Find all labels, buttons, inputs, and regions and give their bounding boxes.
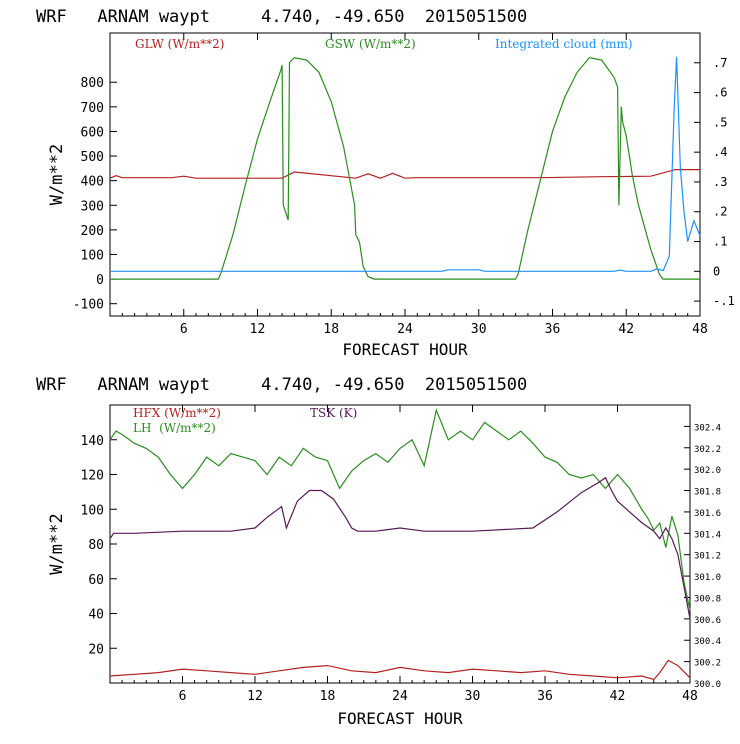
legend-entry: HFX (W/m**2) bbox=[133, 406, 221, 420]
series-line-glw bbox=[109, 169, 700, 179]
series-line-hfx bbox=[109, 659, 691, 681]
y-tick-label: 200 bbox=[81, 224, 104, 239]
y2-tick-label: .2 bbox=[713, 205, 727, 219]
x-tick-label: 24 bbox=[397, 322, 413, 337]
y-tick-label: 60 bbox=[88, 573, 104, 588]
y-tick-label: 600 bbox=[81, 125, 104, 140]
y2-tick-label: 300.6 bbox=[694, 616, 721, 626]
y-tick-label: 100 bbox=[81, 248, 104, 263]
y-tick-label: 80 bbox=[88, 538, 104, 553]
x-tick-label: 12 bbox=[247, 689, 263, 704]
series-line-lh bbox=[109, 408, 691, 611]
x-tick-label: 30 bbox=[465, 689, 481, 704]
legend-entry: TSK (K) bbox=[310, 406, 357, 420]
legend-entry: Integrated cloud (mm) bbox=[495, 37, 633, 51]
y-tick-label: 100 bbox=[81, 503, 104, 518]
x-tick-label: 18 bbox=[323, 322, 339, 337]
legend-entry: GSW (W/m**2) bbox=[325, 37, 416, 51]
legend-entry: LH (W/m**2) bbox=[133, 421, 216, 435]
y2-tick-label: 0 bbox=[713, 264, 720, 278]
y2-tick-label: 302.2 bbox=[694, 445, 721, 455]
x-tick-label: 48 bbox=[682, 689, 698, 704]
y-tick-label: 800 bbox=[81, 76, 104, 91]
y2-tick-label: -.1 bbox=[713, 294, 735, 308]
y2-tick-label: 301.4 bbox=[694, 530, 721, 540]
legend-entry: GLW (W/m**2) bbox=[135, 37, 224, 51]
y2-tick-label: .4 bbox=[713, 145, 727, 159]
y2-tick-label: 300.8 bbox=[694, 594, 721, 604]
y-axis-label: W/m**2 bbox=[47, 513, 67, 574]
y2-tick-label: .6 bbox=[713, 86, 727, 100]
y-tick-label: 120 bbox=[81, 469, 104, 484]
y2-tick-label: 300.4 bbox=[694, 637, 721, 647]
x-tick-label: 18 bbox=[320, 689, 336, 704]
y2-tick-label: 301.8 bbox=[694, 488, 721, 498]
y2-tick-label: 302.4 bbox=[694, 423, 721, 433]
y-axis-label: W/m**2 bbox=[47, 144, 67, 205]
y2-tick-label: 301.6 bbox=[694, 509, 721, 519]
plot-frame bbox=[109, 404, 691, 684]
x-tick-label: 48 bbox=[692, 322, 708, 337]
x-tick-label: 36 bbox=[537, 689, 553, 704]
y2-tick-label: 302.0 bbox=[694, 466, 721, 476]
y-tick-label: 140 bbox=[81, 434, 104, 449]
x-axis-label: FORECAST HOUR bbox=[337, 709, 463, 728]
y-tick-label: 400 bbox=[81, 175, 104, 190]
x-tick-label: 30 bbox=[471, 322, 487, 337]
series-line-integrated bbox=[110, 56, 701, 272]
x-tick-label: 12 bbox=[250, 322, 266, 337]
y2-tick-label: .3 bbox=[713, 175, 727, 189]
y-tick-label: 40 bbox=[88, 608, 104, 623]
y-tick-label: 500 bbox=[81, 150, 104, 165]
x-tick-label: 6 bbox=[179, 689, 187, 704]
x-tick-label: 42 bbox=[618, 322, 634, 337]
y2-tick-label: .5 bbox=[713, 115, 727, 129]
y2-tick-label: 300.0 bbox=[694, 680, 721, 690]
series-line-gsw bbox=[110, 56, 700, 280]
y-tick-label: 20 bbox=[88, 642, 104, 657]
y-tick-label: 0 bbox=[96, 273, 104, 288]
x-tick-label: 6 bbox=[180, 322, 188, 337]
plot-frame bbox=[109, 32, 701, 317]
y2-tick-label: .7 bbox=[713, 56, 727, 70]
x-tick-label: 42 bbox=[610, 689, 626, 704]
y-tick-label: -100 bbox=[73, 298, 104, 313]
y2-tick-label: 301.2 bbox=[694, 552, 721, 562]
y2-tick-label: .1 bbox=[713, 235, 727, 249]
x-axis-label: FORECAST HOUR bbox=[342, 340, 468, 359]
y2-tick-label: 301.0 bbox=[694, 573, 721, 583]
chart-title: WRF ARNAM waypt 4.740, -49.650 201505150… bbox=[36, 7, 527, 27]
series-line-tsk bbox=[109, 476, 691, 619]
y2-tick-label: 300.2 bbox=[694, 659, 721, 669]
y-tick-label: 300 bbox=[81, 199, 104, 214]
y-tick-label: 700 bbox=[81, 101, 104, 116]
x-tick-label: 24 bbox=[392, 689, 408, 704]
x-tick-label: 36 bbox=[545, 322, 561, 337]
chart-title: WRF ARNAM waypt 4.740, -49.650 201505150… bbox=[36, 375, 527, 395]
